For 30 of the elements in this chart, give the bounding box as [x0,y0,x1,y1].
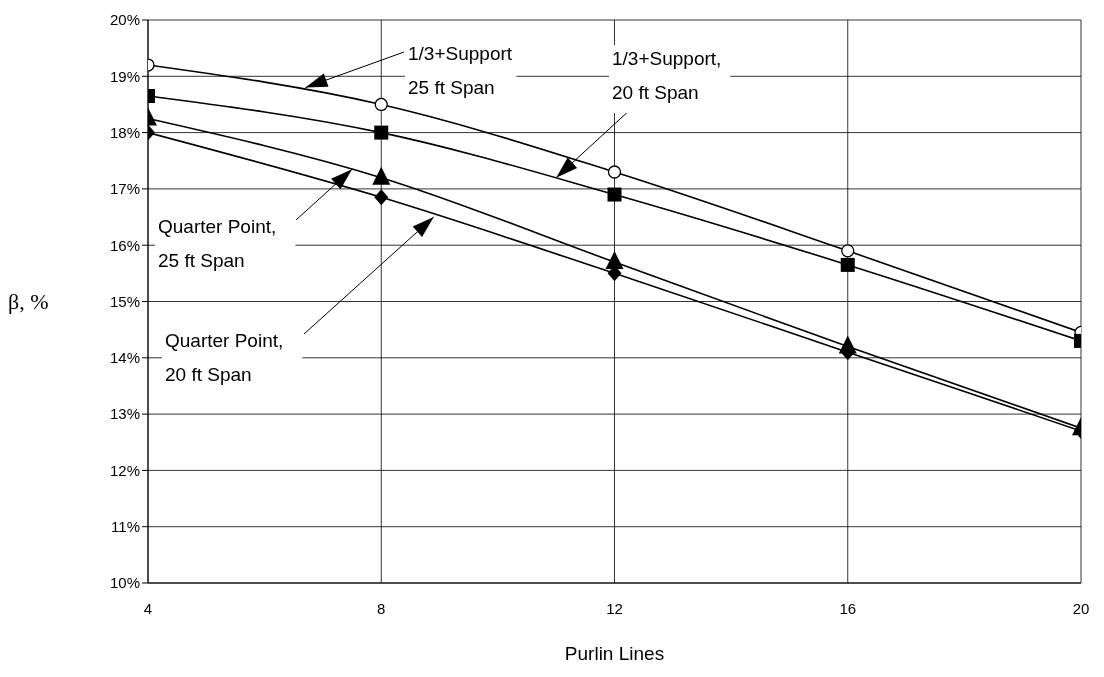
annotation: Quarter Point, 25 ft Span [158,216,277,272]
x-axis-title: Purlin Lines [564,643,665,664]
y-tick-label: 15% [109,292,140,310]
y-tick-label: 14% [109,349,140,367]
point [607,165,622,179]
y-tick-label: 11% [111,518,140,536]
annotation: Quarter Point, 20 ft Span [165,330,284,386]
point [607,187,622,202]
point [605,251,624,270]
y-tick-label: 20% [109,11,140,29]
y-tick-label: 19% [109,67,140,85]
point [374,189,389,206]
y-tick-label: 16% [109,236,140,254]
y-tick-label: 17% [109,180,140,198]
y-axis-title: β, % [8,289,49,315]
x-tick-label: 16 [839,599,857,617]
y-tick-label: 10% [109,574,140,592]
x-tick-label: 4 [143,599,153,617]
y-tick-label: 18% [109,123,140,141]
x-tick-label: 12 [606,599,623,617]
x-tick-label: 8 [377,599,386,617]
y-tick-label: 13% [109,405,140,423]
x-tick-label: 20 [1072,599,1090,617]
point [841,244,855,258]
point [374,97,388,112]
annotation: 1/3+Support, 20 ft Span [612,48,722,104]
annotation: 1/3+Support 25 ft Span [408,43,513,99]
y-tick-label: 12% [109,461,140,479]
point [840,257,855,272]
point [374,125,389,140]
